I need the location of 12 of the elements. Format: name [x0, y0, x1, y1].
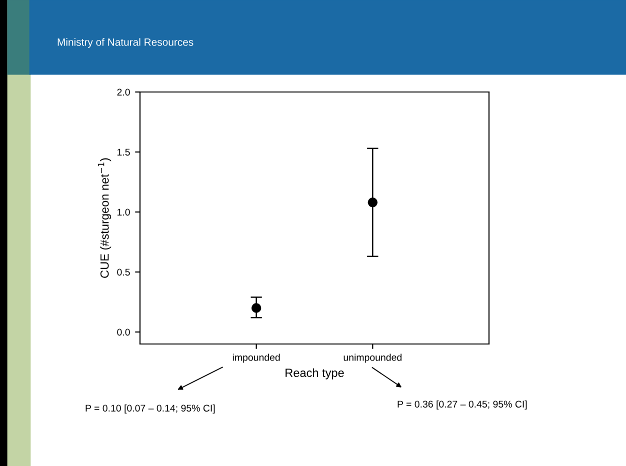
x-tick-label: impounded — [232, 354, 280, 363]
text: P = 0.10 [0.07 – 0.14; 95% CI] — [86, 404, 215, 414]
y-tick-label: 1.5 — [118, 148, 130, 156]
y-tick-label: 1.0 — [118, 208, 130, 216]
text: Ministry of Natural Resources — [58, 38, 194, 48]
y-tick-label: 0.5 — [117, 268, 130, 276]
x-tick-label: unimpounded — [344, 354, 402, 363]
y-tick-label: 0.0 — [117, 328, 130, 336]
y-axis-title: CUE (#sturgeon net$^{−1}$) — [98, 158, 112, 278]
y-tick-label: 2.0 — [117, 88, 130, 96]
x-axis-title: Reach type — [286, 368, 344, 380]
text: P = 0.36 [0.27 – 0.45; 95% CI] — [398, 400, 527, 410]
